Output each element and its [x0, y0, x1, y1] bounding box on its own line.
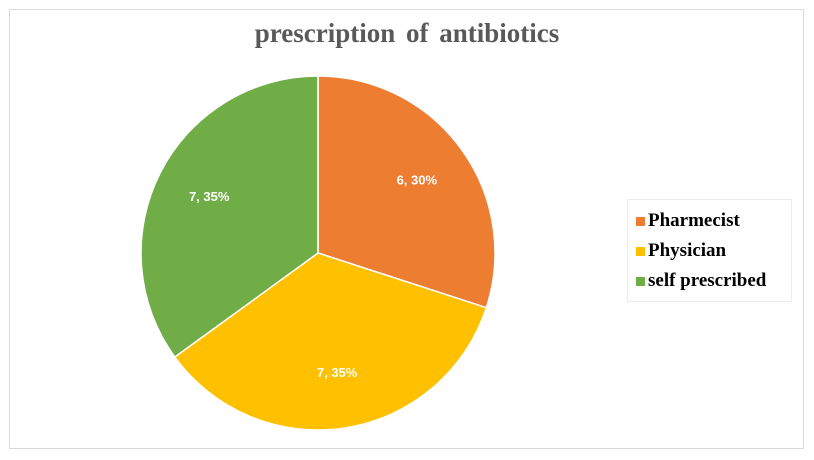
legend-item-physician: Physician	[628, 236, 791, 266]
chart-title: prescription of antibiotics	[254, 18, 560, 48]
data-label-physician: 7, 35%	[317, 365, 358, 380]
legend-swatch-physician	[636, 246, 645, 256]
data-label-self-prescribed: 7, 35%	[189, 189, 230, 204]
legend: Pharmecist Physician self prescribed	[627, 199, 792, 302]
pie-slice-pharmecist	[317, 75, 496, 309]
legend-swatch-self-prescribed	[636, 276, 645, 286]
legend-label-self-prescribed: self prescribed	[648, 270, 767, 291]
pie-slice-physician	[173, 252, 488, 431]
data-label-pharmecist: 6, 30%	[397, 173, 438, 188]
legend-label-physician: Physician	[648, 240, 727, 261]
legend-swatch-pharmecist	[636, 216, 645, 226]
pie-slice-self-prescribed	[140, 75, 319, 359]
legend-item-pharmecist: Pharmecist	[628, 206, 791, 236]
legend-label-pharmecist: Pharmecist	[648, 210, 740, 231]
legend-item-self-prescribed: self prescribed	[628, 266, 791, 296]
